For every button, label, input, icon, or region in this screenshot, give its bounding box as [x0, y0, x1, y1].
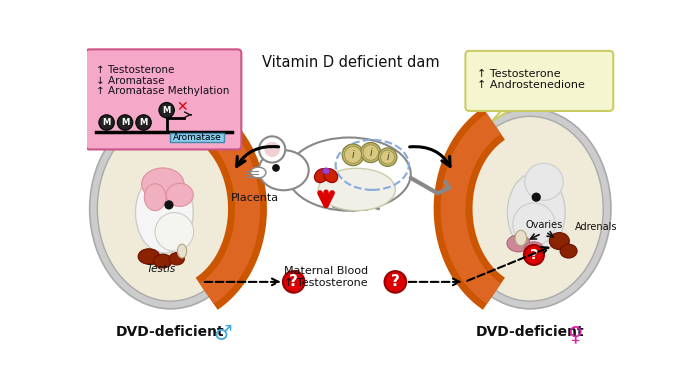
Text: ↑ Testosterone: ↑ Testosterone — [96, 65, 174, 75]
Ellipse shape — [319, 168, 395, 211]
Text: ?: ? — [391, 274, 400, 289]
Circle shape — [272, 164, 280, 172]
Circle shape — [361, 143, 381, 163]
Circle shape — [345, 146, 362, 163]
Ellipse shape — [560, 244, 577, 258]
Ellipse shape — [508, 172, 565, 253]
Text: M: M — [140, 118, 148, 127]
Text: ?: ? — [530, 248, 538, 262]
Ellipse shape — [97, 116, 244, 301]
Text: Placenta: Placenta — [231, 193, 279, 203]
Ellipse shape — [136, 172, 193, 253]
Text: ♂: ♂ — [214, 324, 232, 344]
Ellipse shape — [166, 183, 193, 207]
Ellipse shape — [449, 109, 611, 309]
Text: Maternal Blood
↑ Testosterone: Maternal Blood ↑ Testosterone — [284, 267, 368, 288]
Circle shape — [117, 115, 133, 130]
Text: Vitamin D deficient dam: Vitamin D deficient dam — [262, 55, 440, 70]
Ellipse shape — [288, 138, 411, 211]
Text: ↑ Androstenedione: ↑ Androstenedione — [477, 80, 585, 90]
FancyBboxPatch shape — [86, 49, 241, 149]
Text: i: i — [386, 152, 389, 162]
Text: M: M — [162, 106, 171, 115]
Text: ↓ Aromatase: ↓ Aromatase — [96, 76, 164, 85]
Text: Ovaries: Ovaries — [525, 220, 562, 230]
Ellipse shape — [322, 168, 330, 174]
Text: Adrenals: Adrenals — [575, 222, 617, 232]
Circle shape — [363, 145, 378, 160]
Ellipse shape — [153, 254, 172, 268]
Text: M: M — [103, 118, 111, 127]
Ellipse shape — [145, 184, 166, 211]
Circle shape — [532, 192, 541, 202]
Ellipse shape — [155, 212, 194, 251]
Circle shape — [99, 115, 114, 130]
Text: ↑ Testosterone: ↑ Testosterone — [477, 69, 560, 79]
Text: DVD-deficient: DVD-deficient — [116, 325, 225, 339]
Circle shape — [381, 150, 395, 164]
Circle shape — [264, 142, 280, 157]
Text: ↑ Aromatase Methylation: ↑ Aromatase Methylation — [96, 86, 229, 96]
Text: ?: ? — [289, 274, 298, 289]
Ellipse shape — [251, 167, 266, 178]
FancyBboxPatch shape — [171, 132, 225, 142]
Ellipse shape — [513, 203, 555, 245]
Text: ✕: ✕ — [176, 100, 188, 114]
Circle shape — [136, 115, 151, 130]
Ellipse shape — [549, 232, 569, 250]
Circle shape — [524, 245, 544, 265]
Text: DVD-deficient: DVD-deficient — [476, 325, 584, 339]
Ellipse shape — [177, 244, 187, 258]
Circle shape — [384, 271, 406, 293]
Text: Aromatase: Aromatase — [173, 132, 222, 142]
Text: Testis: Testis — [147, 264, 176, 274]
Circle shape — [378, 148, 397, 166]
Ellipse shape — [507, 235, 530, 252]
Ellipse shape — [314, 169, 328, 183]
Ellipse shape — [259, 150, 309, 190]
Ellipse shape — [90, 109, 251, 309]
Ellipse shape — [169, 252, 184, 265]
Text: i: i — [369, 147, 372, 158]
Ellipse shape — [524, 242, 544, 256]
Ellipse shape — [138, 249, 160, 264]
Text: i: i — [351, 150, 354, 160]
Text: ♀: ♀ — [567, 324, 582, 344]
Text: M: M — [121, 118, 129, 127]
Ellipse shape — [457, 116, 603, 301]
Circle shape — [159, 102, 175, 118]
Circle shape — [283, 271, 304, 293]
Circle shape — [342, 144, 364, 166]
Ellipse shape — [324, 169, 338, 183]
Circle shape — [164, 200, 173, 209]
Ellipse shape — [142, 168, 184, 200]
Circle shape — [259, 136, 285, 163]
Ellipse shape — [525, 163, 563, 200]
Polygon shape — [493, 107, 515, 121]
Ellipse shape — [515, 230, 527, 246]
FancyBboxPatch shape — [465, 51, 613, 111]
